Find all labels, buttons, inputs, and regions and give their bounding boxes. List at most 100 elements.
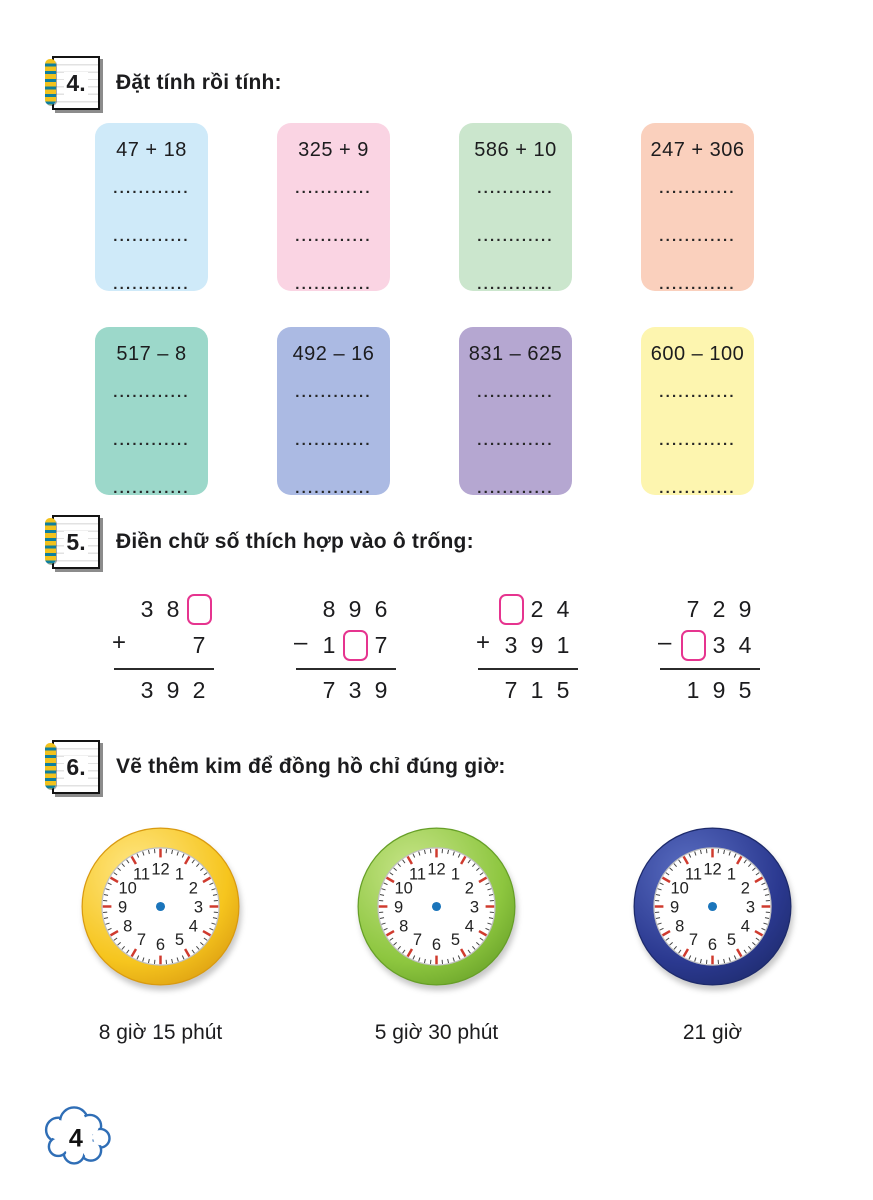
digit-cell: 7: [322, 676, 336, 703]
svg-text:9: 9: [394, 898, 403, 916]
result-row: 3 9 2: [134, 672, 212, 708]
page-number: 4: [69, 1125, 83, 1153]
card-expression: 586 + 10: [474, 139, 557, 161]
answer-dotted-line: ............: [113, 276, 190, 293]
answer-dotted-line: ............: [295, 432, 372, 449]
svg-text:4: 4: [189, 917, 198, 935]
digit-cell: 7: [686, 595, 700, 622]
exercise-title: Đặt tính rồi tính:: [116, 71, 282, 94]
svg-text:3: 3: [746, 898, 755, 916]
math-card: 600 – 100 ............ ............ ....…: [641, 327, 754, 496]
answer-dotted-line: ............: [659, 180, 736, 197]
problem-cards-grid: 47 + 18 ............ ............ ......…: [95, 123, 873, 497]
operator: –: [294, 629, 308, 656]
clock-time-label: 5 giờ 30 phút: [374, 1021, 499, 1044]
notebook-icon: 5.: [45, 515, 100, 569]
digit-cell: 3: [140, 676, 154, 703]
svg-text:4: 4: [741, 917, 750, 935]
fill-digit-problems: + 3 8 7 3 9 2 – 8 9 6: [112, 591, 873, 708]
card-expression: 47 + 18: [116, 139, 187, 161]
exercise-number: 4.: [64, 69, 88, 96]
svg-text:7: 7: [137, 931, 146, 949]
digit-cell: 9: [738, 595, 752, 622]
top-operand: 3 8: [134, 591, 212, 627]
result-row: 1 9 5: [680, 672, 758, 708]
digit-cell: 4: [556, 595, 570, 622]
svg-text:8: 8: [399, 917, 408, 935]
vertical-arithmetic: + 2 4 3 9 1 7 1 5: [476, 591, 578, 708]
digit-cell: 1: [686, 676, 700, 703]
digit-cell: 4: [738, 631, 752, 658]
top-operand: 2 4: [498, 591, 576, 627]
operator: –: [658, 629, 672, 656]
answer-dotted-line: ............: [659, 432, 736, 449]
svg-text:10: 10: [670, 879, 688, 897]
svg-text:2: 2: [741, 879, 750, 897]
answer-dotted-line: ............: [295, 384, 372, 401]
answer-dotted-line: ............: [295, 228, 372, 245]
digit-cell: [680, 629, 706, 661]
digit-cell: 1: [322, 631, 336, 658]
digit-cell: 5: [556, 676, 570, 703]
exercise-number: 6.: [64, 753, 88, 780]
digit-cell: [186, 593, 212, 625]
answer-dotted-line: ............: [477, 384, 554, 401]
math-card: 492 – 16 ............ ............ .....…: [277, 327, 390, 497]
svg-text:6: 6: [156, 936, 165, 954]
svg-text:12: 12: [427, 860, 445, 878]
card-expression: 600 – 100: [650, 343, 745, 365]
digit-cell: 3: [504, 631, 518, 658]
digit-cell: [498, 593, 524, 625]
clock-time-label: 8 giờ 15 phút: [98, 1021, 223, 1044]
digit-cell: 7: [192, 631, 206, 658]
digit-cell: 5: [738, 676, 752, 703]
missing-digit-box: [498, 593, 524, 625]
digit-cell: 1: [556, 631, 570, 658]
missing-digit-box: [186, 593, 212, 625]
result-row: 7 3 9: [316, 672, 394, 708]
svg-text:4: 4: [465, 917, 474, 935]
answer-dotted-line: ............: [113, 384, 190, 401]
svg-text:11: 11: [685, 865, 702, 883]
math-card: 517 – 8 ............ ............ ......…: [95, 327, 208, 496]
vertical-arithmetic: – 8 9 6 1 7 7 3 9: [294, 591, 396, 708]
answer-dotted-line: ............: [477, 276, 554, 293]
answer-dotted-line: ............: [295, 276, 372, 293]
answer-dotted-line: ............: [659, 276, 736, 293]
digit-cell: 9: [166, 676, 180, 703]
missing-digit-box: [680, 629, 706, 661]
answer-line: [296, 668, 396, 670]
math-card: 586 + 10 ............ ............ .....…: [459, 123, 572, 293]
spiral-binding-icon: [45, 743, 56, 789]
svg-text:10: 10: [394, 879, 412, 897]
answer-dotted-line: ............: [113, 228, 190, 245]
exercise-number: 5.: [64, 528, 88, 555]
svg-text:6: 6: [708, 936, 717, 954]
digit-cell: 3: [712, 631, 726, 658]
digit-cell: 6: [374, 595, 388, 622]
svg-text:10: 10: [118, 879, 136, 897]
answer-line: [660, 668, 760, 670]
digit-cell: 1: [530, 676, 544, 703]
math-card: 47 + 18 ............ ............ ......…: [95, 123, 208, 293]
operator: +: [476, 629, 491, 656]
bottom-operand: 7: [134, 627, 212, 663]
answer-dotted-line: ............: [659, 228, 736, 245]
svg-text:11: 11: [409, 865, 426, 883]
page-number-cloud: 4: [32, 1100, 118, 1174]
math-card: 325 + 9 ............ ............ ......…: [277, 123, 390, 293]
digit-cell: 7: [504, 676, 518, 703]
answer-dotted-line: ............: [295, 480, 372, 497]
answer-dotted-line: ............: [295, 180, 372, 197]
svg-text:1: 1: [451, 865, 460, 883]
svg-text:5: 5: [175, 931, 184, 949]
math-card: 831 – 625 ............ ............ ....…: [459, 327, 572, 496]
vertical-arithmetic: – 7 2 9 3 4 1 9 5: [658, 591, 760, 708]
digit-cell: 9: [530, 631, 544, 658]
svg-text:7: 7: [413, 931, 422, 949]
spiral-binding-icon: [45, 518, 56, 564]
digit-cell: 3: [140, 595, 154, 622]
card-expression: 492 – 16: [292, 343, 375, 365]
